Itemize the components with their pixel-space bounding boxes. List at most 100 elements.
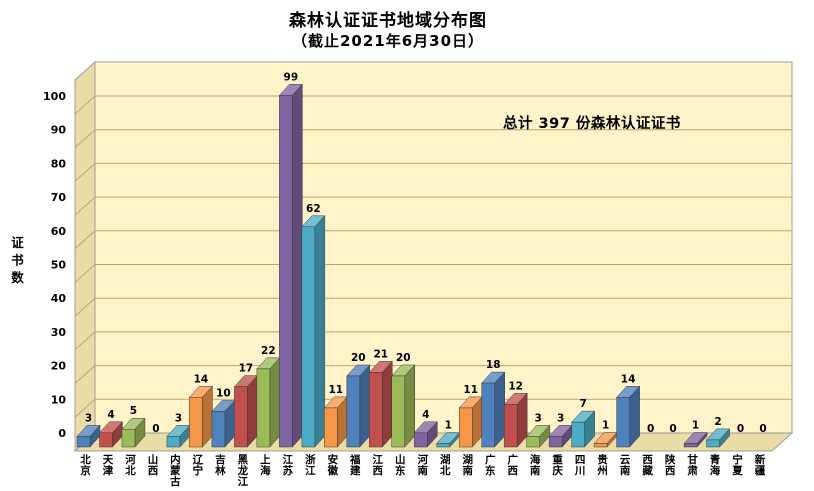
bar <box>481 382 495 448</box>
y-tick-label: 70 <box>51 191 67 204</box>
bar <box>436 443 450 448</box>
bar <box>503 404 518 448</box>
x-axis-label: 宁夏 <box>731 453 743 477</box>
y-tick-label: 50 <box>51 259 67 272</box>
x-axis-label: 贵州 <box>596 453 608 477</box>
bar-value-label: 11 <box>329 384 344 396</box>
x-axis-label: 广东 <box>485 453 496 477</box>
bar-value-label: 1 <box>602 419 609 431</box>
bar <box>593 443 608 448</box>
grid-line-side <box>74 331 96 351</box>
bar-value-label: 3 <box>175 412 182 424</box>
bar-side <box>404 364 416 448</box>
x-axis-label: 内蒙古 <box>170 453 181 488</box>
grid-line-side <box>74 163 96 182</box>
bar <box>391 375 406 448</box>
y-tick-label: 40 <box>51 292 67 305</box>
bar <box>369 372 383 448</box>
bar <box>616 397 630 448</box>
bar-value-label: 1 <box>445 419 452 431</box>
bar-value-label: 12 <box>508 380 523 392</box>
bar-value-label: 4 <box>422 409 429 421</box>
bar-value-label: 4 <box>107 409 114 421</box>
bar-value-label: 20 <box>351 352 366 364</box>
y-tick-label: 20 <box>51 360 67 373</box>
bar <box>189 397 203 448</box>
x-axis-label: 安徽 <box>327 453 339 477</box>
x-axis-label: 吉林 <box>215 453 226 477</box>
bar <box>414 432 428 448</box>
bar-value-label: 14 <box>194 373 209 385</box>
bar-side <box>247 374 258 448</box>
bar-value-label: 0 <box>669 423 676 435</box>
bar-value-label: 14 <box>621 373 636 385</box>
x-axis-label: 新疆 <box>755 453 766 477</box>
x-axis-label: 陕西 <box>665 453 676 477</box>
bar-value-label: 3 <box>557 412 564 424</box>
y-tick-label: 0 <box>58 427 66 440</box>
bar-value-label: 99 <box>284 71 299 83</box>
bar <box>121 428 136 448</box>
bar <box>166 436 181 448</box>
bar <box>76 436 91 448</box>
bar <box>256 368 271 448</box>
grid-line-side <box>74 230 96 250</box>
x-axis-label: 上海 <box>260 453 271 477</box>
x-axis-label: 山东 <box>395 453 406 477</box>
bar-value-label: 0 <box>647 423 654 435</box>
y-tick-label: 90 <box>51 124 67 137</box>
x-axis-label: 青海 <box>710 453 721 477</box>
x-axis-label: 河北 <box>125 454 136 477</box>
grid-line-side <box>74 129 96 149</box>
total-annotation: 总计 397 份森林认证证书 <box>503 116 681 132</box>
bar <box>99 432 113 448</box>
x-axis-label: 浙江 <box>305 453 316 477</box>
left-wall <box>74 60 96 453</box>
bar-value-label: 2 <box>714 416 721 428</box>
x-axis-label: 天津 <box>103 454 114 477</box>
bar-value-label: 3 <box>535 412 542 424</box>
bar-value-label: 21 <box>373 348 388 360</box>
x-axis-label: 江西 <box>373 453 384 477</box>
bar-side <box>629 385 640 448</box>
grid-line-side <box>74 95 96 115</box>
bar-value-label: 20 <box>396 352 411 364</box>
x-axis-label: 海南 <box>530 453 541 477</box>
bar-side <box>314 215 326 448</box>
bar <box>571 421 585 448</box>
bar-value-label: 18 <box>486 359 501 371</box>
bar-value-label: 1 <box>692 419 699 431</box>
bar <box>211 411 226 448</box>
bar-value-label: 3 <box>85 412 92 424</box>
bar <box>301 226 316 448</box>
bar <box>548 436 563 448</box>
y-tick-label: 80 <box>51 157 67 170</box>
bar-value-label: 22 <box>261 345 276 357</box>
x-axis-label: 云南 <box>620 454 631 477</box>
bar-value-label: 62 <box>306 203 321 215</box>
x-axis-label: 西藏 <box>642 454 653 477</box>
grid-line-side <box>74 196 96 216</box>
x-axis-label: 山西 <box>148 453 159 477</box>
grid-line-side <box>74 365 96 384</box>
bar <box>346 375 361 448</box>
grid-line-side <box>74 264 96 283</box>
bar <box>324 407 338 448</box>
bar <box>234 386 248 448</box>
y-axis-title: 证书数 <box>9 236 24 289</box>
x-axis-label: 四川 <box>574 454 586 477</box>
x-axis-label: 甘肃 <box>687 453 698 477</box>
grid-line-side <box>74 398 96 418</box>
bar-side <box>359 364 371 448</box>
x-axis-label: 河南 <box>418 454 429 477</box>
y-tick-label: 30 <box>51 326 67 339</box>
y-tick-label: 100 <box>43 90 66 103</box>
y-tick-label: 60 <box>51 225 67 238</box>
bar-value-label: 5 <box>130 405 137 417</box>
bar-value-label: 17 <box>239 363 254 375</box>
bar-side <box>494 371 505 448</box>
back-wall <box>94 61 793 434</box>
x-axis-label: 广西 <box>507 453 518 477</box>
